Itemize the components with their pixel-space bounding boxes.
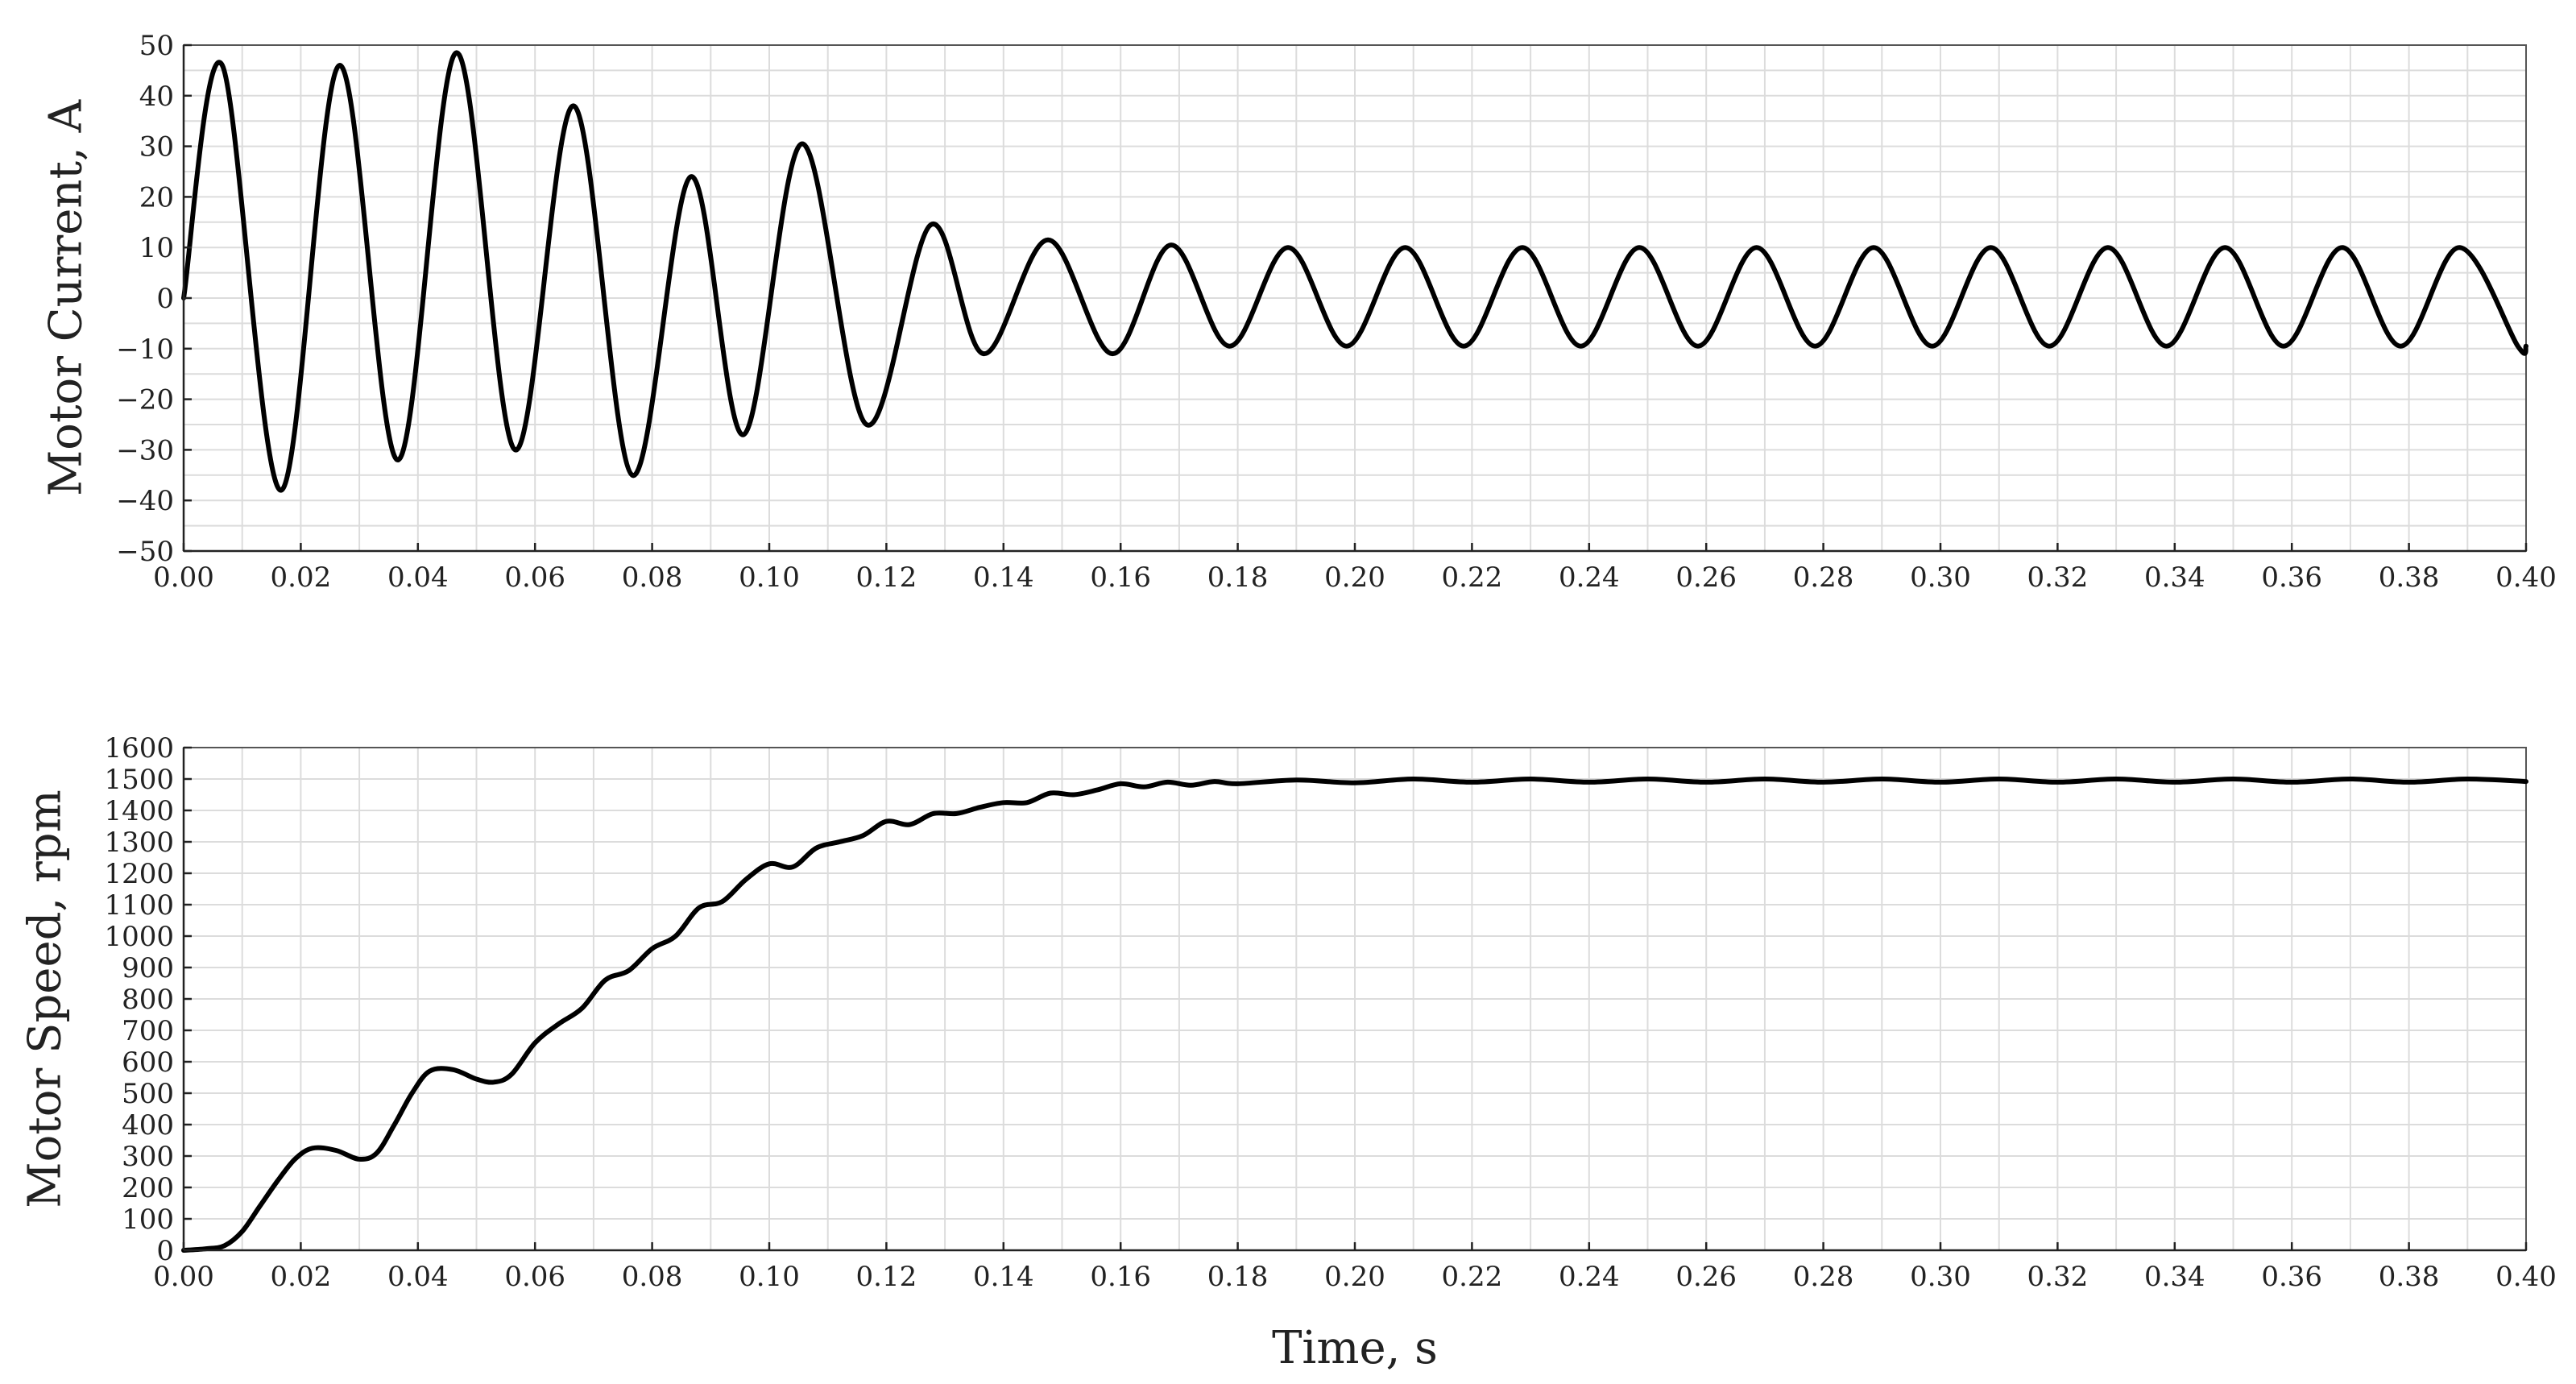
current-x-tick-label: 0.00	[153, 561, 214, 594]
current-x-tick-label: 0.06	[504, 561, 565, 594]
current-panel: 0.00 0.02 0.04 0.06 0.08 0.10 0.12 0.14 0.16 0.18…	[40, 30, 2557, 594]
speed-x-tick-label: 0.00	[153, 1261, 214, 1293]
speed-y-tick-label: 1100	[104, 889, 174, 922]
speed-y-tick-label: 1200	[104, 858, 174, 890]
current-y-tick-label: 10	[139, 232, 174, 264]
speed-y-tick-label: 1500	[104, 764, 174, 796]
speed-y-tick-label: 600	[122, 1046, 174, 1079]
current-y-tick-label: 40	[139, 81, 174, 113]
current-x-tick-label: 0.34	[2144, 561, 2205, 594]
speed-x-tick-label: 0.20	[1324, 1261, 1385, 1293]
current-x-tick-label: 0.28	[1793, 561, 1854, 594]
speed-y-tick-label: 1000	[104, 921, 174, 953]
current-line	[181, 50, 2528, 493]
speed-x-ticks: 0.00 0.02 0.04 0.06 0.08 0.10 0.12 0.14 0.16 0.18…	[153, 1242, 2557, 1293]
current-x-tick-label: 0.02	[271, 561, 332, 594]
speed-x-tick-label: 0.34	[2144, 1261, 2205, 1293]
time-x-axis-label: Time, s	[1272, 1322, 1438, 1374]
current-x-tick-label: 0.08	[622, 561, 683, 594]
current-y-tick-label: 50	[139, 30, 174, 62]
current-y-axis-label: Motor Current, A	[40, 99, 93, 496]
current-y-tick-label: −30	[116, 434, 174, 466]
speed-panel: 0.00 0.02 0.04 0.06 0.08 0.10 0.12 0.14 0.16 0.18…	[19, 732, 2557, 1374]
current-y-tick-label: 20	[139, 181, 174, 213]
speed-x-tick-label: 0.08	[622, 1261, 683, 1293]
speed-grid	[183, 747, 2527, 1251]
current-x-tick-label: 0.12	[856, 561, 917, 594]
current-x-tick-label: 0.30	[1910, 561, 1971, 594]
current-x-tick-label: 0.32	[2027, 561, 2089, 594]
current-y-tick-label: 0	[156, 283, 174, 315]
speed-y-tick-label: 400	[122, 1109, 174, 1142]
speed-y-tick-label: 900	[122, 952, 174, 984]
current-x-tick-label: 0.40	[2495, 561, 2557, 594]
current-grid	[183, 44, 2527, 552]
speed-x-tick-label: 0.36	[2261, 1261, 2322, 1293]
speed-x-tick-label: 0.24	[1559, 1261, 1620, 1293]
current-x-tick-label: 0.20	[1324, 561, 1385, 594]
current-y-tick-label: 30	[139, 131, 174, 164]
current-y-tick-label: −10	[116, 334, 174, 366]
speed-y-axis-label: Motor Speed, rpm	[19, 789, 72, 1208]
speed-x-tick-label: 0.10	[739, 1261, 800, 1293]
current-x-tick-label: 0.24	[1559, 561, 1620, 594]
speed-x-tick-label: 0.16	[1090, 1261, 1151, 1293]
current-x-tick-label: 0.04	[387, 561, 449, 594]
current-x-tick-label: 0.10	[739, 561, 800, 594]
current-y-tick-label: −50	[116, 536, 174, 568]
speed-x-tick-label: 0.26	[1675, 1261, 1737, 1293]
current-x-tick-label: 0.22	[1442, 561, 1503, 594]
speed-x-tick-label: 0.12	[856, 1261, 917, 1293]
speed-y-tick-label: 300	[122, 1141, 174, 1173]
current-x-tick-label: 0.16	[1090, 561, 1151, 594]
speed-x-tick-label: 0.02	[271, 1261, 332, 1293]
speed-y-tick-label: 500	[122, 1078, 174, 1110]
current-x-tick-label: 0.26	[1675, 561, 1737, 594]
current-x-tick-label: 0.36	[2261, 561, 2322, 594]
speed-x-tick-label: 0.04	[387, 1261, 449, 1293]
speed-x-tick-label: 0.28	[1793, 1261, 1854, 1293]
speed-y-tick-label: 0	[156, 1235, 174, 1267]
current-y-ticks: 50 40 30 20 10 0 −10 −20 −30 −40 −50	[116, 30, 192, 568]
speed-y-tick-label: 200	[122, 1172, 174, 1204]
current-x-ticks: 0.00 0.02 0.04 0.06 0.08 0.10 0.12 0.14 0.16 0.18…	[153, 543, 2557, 594]
speed-x-tick-label: 0.40	[2495, 1261, 2557, 1293]
speed-x-tick-label: 0.38	[2379, 1261, 2440, 1293]
speed-x-tick-label: 0.18	[1207, 1261, 1269, 1293]
speed-y-ticks: 1600150014001300120011001000900800700600…	[104, 732, 192, 1267]
current-x-tick-label: 0.18	[1207, 561, 1269, 594]
speed-x-tick-label: 0.06	[504, 1261, 565, 1293]
current-x-tick-label: 0.38	[2379, 561, 2440, 594]
current-x-tick-label: 0.14	[973, 561, 1034, 594]
speed-y-tick-label: 1400	[104, 795, 174, 827]
speed-y-tick-label: 800	[122, 984, 174, 1016]
speed-line	[181, 776, 2528, 1253]
speed-y-tick-label: 1600	[104, 732, 174, 765]
speed-y-tick-label: 1300	[104, 827, 174, 859]
speed-x-tick-label: 0.22	[1442, 1261, 1503, 1293]
speed-y-tick-label: 700	[122, 1015, 174, 1047]
speed-x-tick-label: 0.14	[973, 1261, 1034, 1293]
speed-y-tick-label: 100	[122, 1204, 174, 1236]
current-y-tick-label: −20	[116, 384, 174, 416]
speed-x-tick-label: 0.30	[1910, 1261, 1971, 1293]
current-y-tick-label: −40	[116, 485, 174, 517]
speed-x-tick-label: 0.32	[2027, 1261, 2089, 1293]
